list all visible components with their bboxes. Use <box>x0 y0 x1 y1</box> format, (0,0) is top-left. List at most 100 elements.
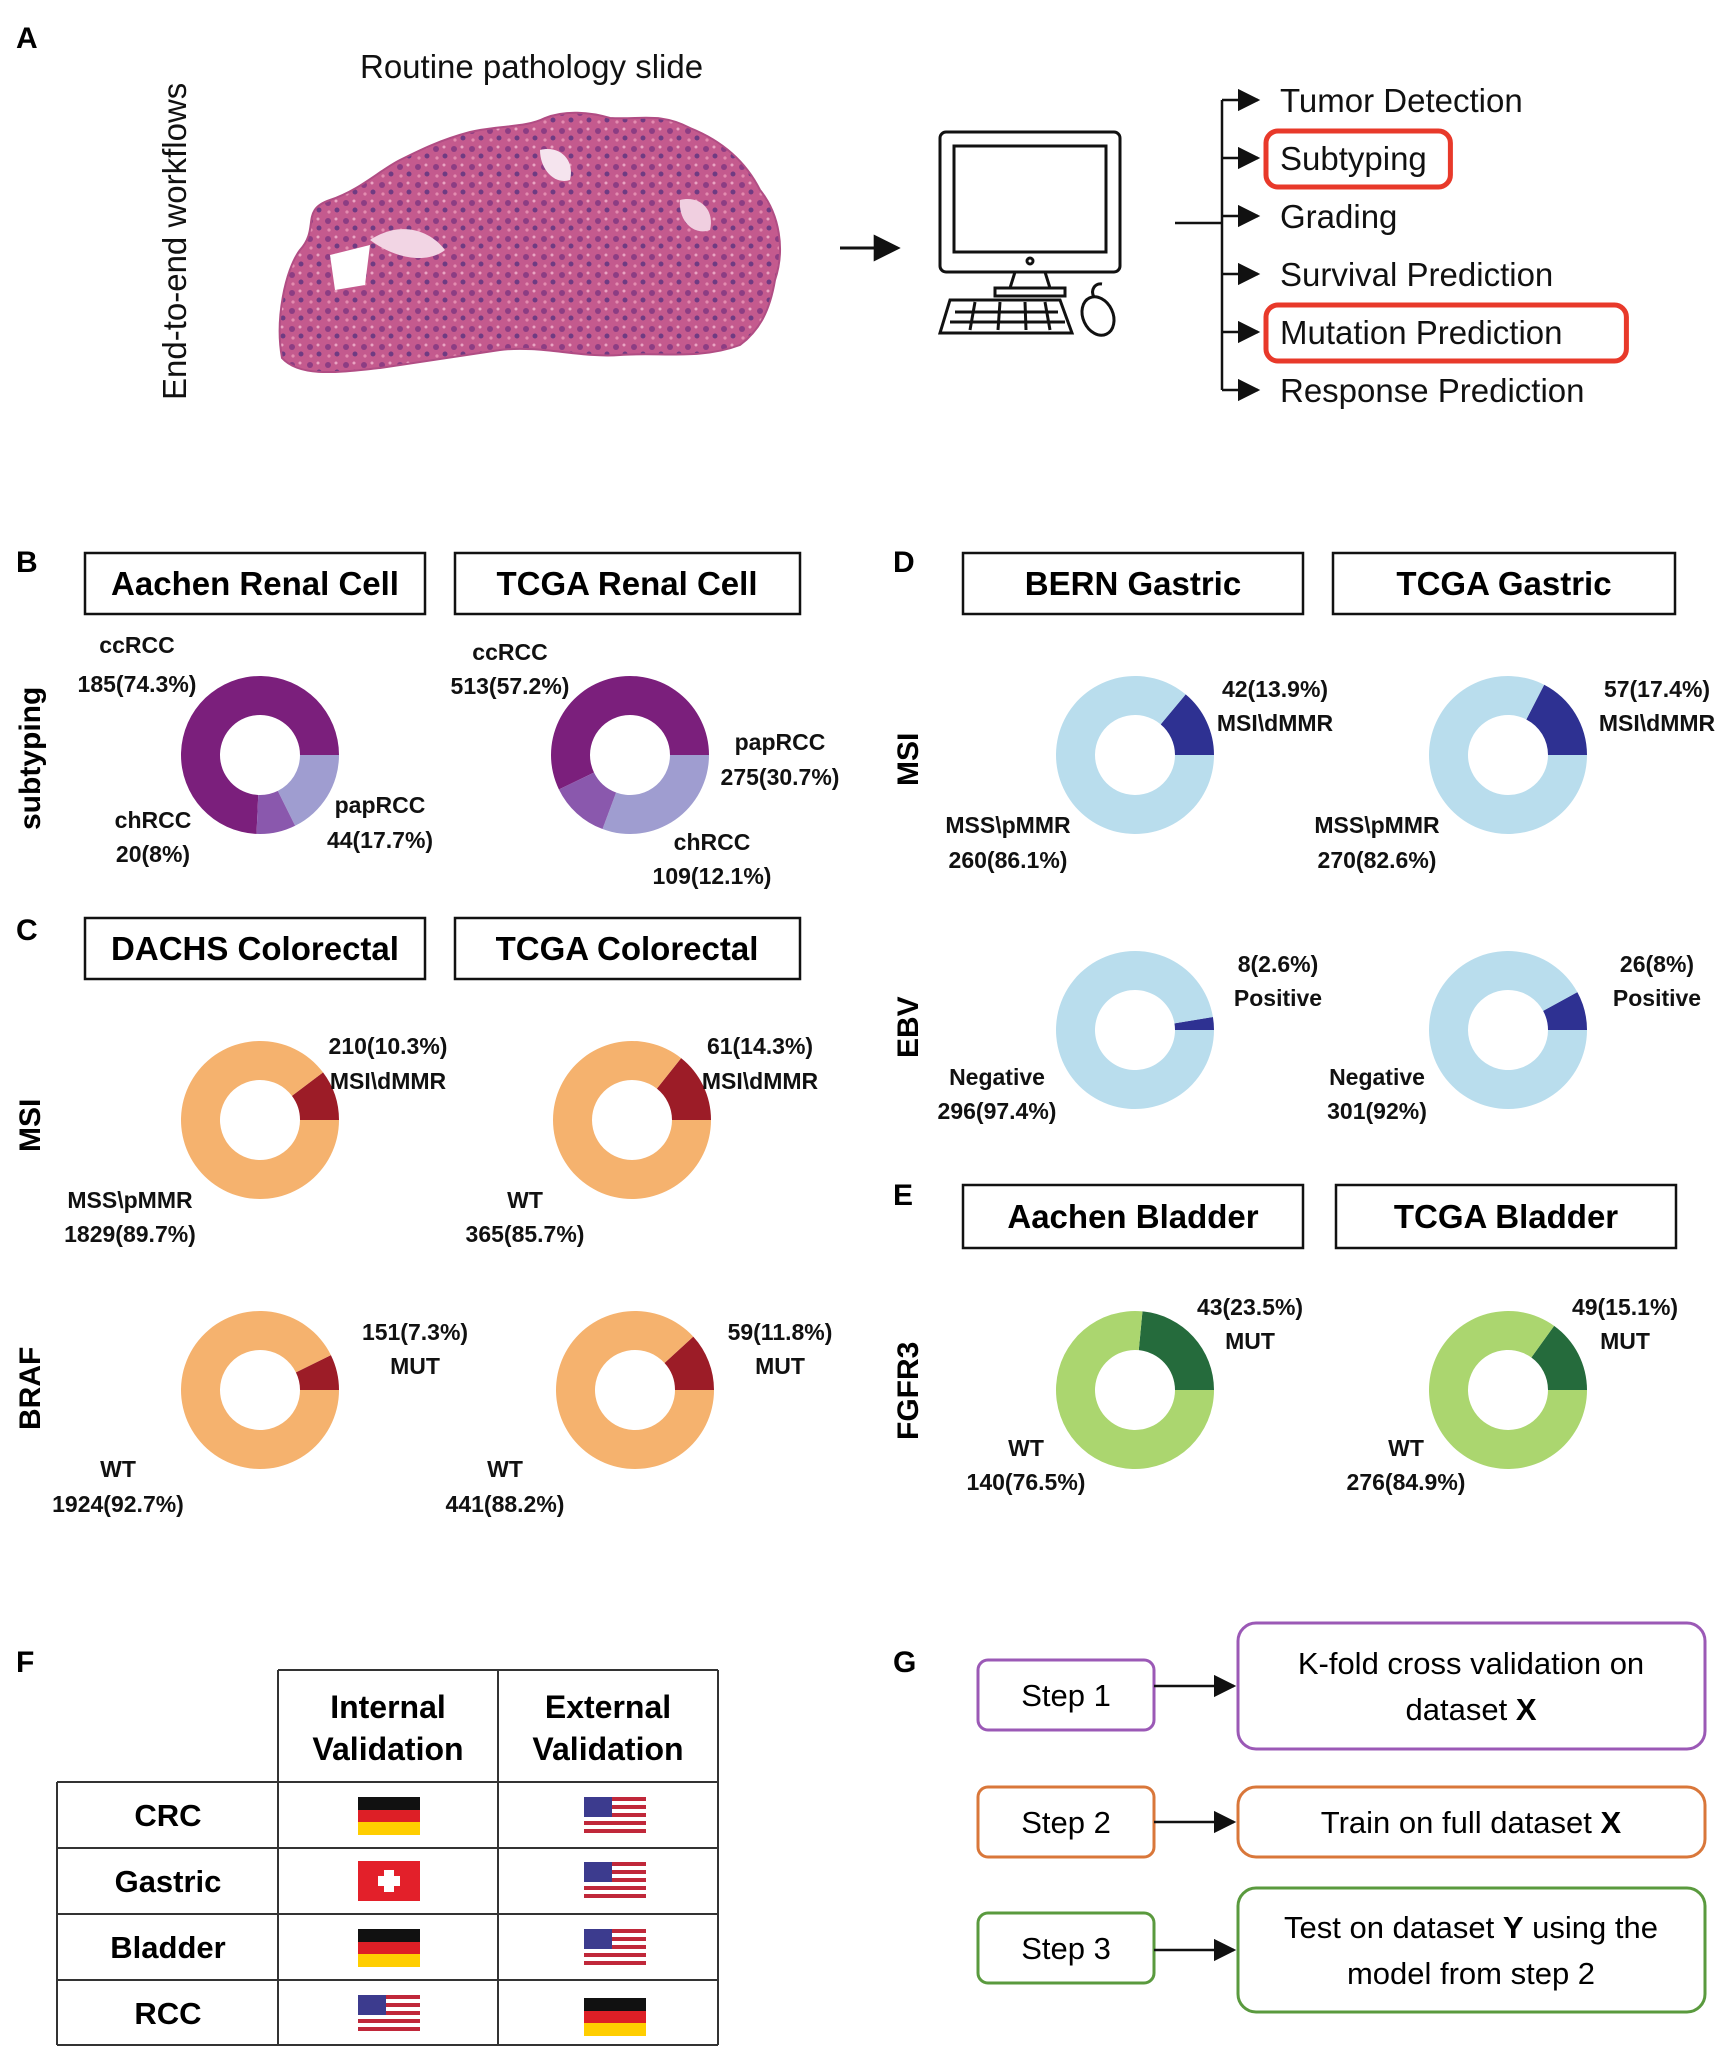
donut-slice-ccrcc <box>181 676 339 834</box>
step-2-description-line: Train on full dataset X <box>1321 1805 1622 1840</box>
panel-letter-f: F <box>16 1646 34 1679</box>
label-aachen-paprcc-value: 44(17.7%) <box>327 827 433 853</box>
label-tcga-gastric-msi-minor-name: MSI\dMMR <box>1599 710 1716 736</box>
usa-flag <box>584 1929 646 1967</box>
label-aachen-chrcc-name: chRCC <box>115 807 192 833</box>
slide-title: Routine pathology slide <box>360 48 703 85</box>
highlight-box <box>1263 302 1629 364</box>
dataset-title-bern-gastric: BERN Gastric <box>1025 565 1241 602</box>
workflow-output-subtyping: Subtyping <box>1280 140 1427 177</box>
pathology-slide-image <box>278 111 781 374</box>
row-label-fgfr3: FGFR3 <box>892 1342 925 1440</box>
label-tcga-ccrcc-value: 513(57.2%) <box>451 673 570 699</box>
usa-flag <box>584 1862 646 1900</box>
dataset-title-tcga-bladder: TCGA Bladder <box>1394 1198 1618 1235</box>
donut-slice-msi-dmmr <box>656 1058 711 1120</box>
label-tcga-crc-msi-minor-value: 61(14.3%) <box>707 1033 813 1059</box>
label-aachen-bladder-minor-value: 43(23.5%) <box>1197 1294 1303 1320</box>
label-aachen-paprcc-name: papRCC <box>335 792 426 818</box>
donut-slice-wt <box>1429 1311 1587 1469</box>
germany-flag <box>584 1998 646 2036</box>
dataset-title-aachen-rcc: Aachen Renal Cell <box>111 565 399 602</box>
donut-slice-msi-dmmr <box>1526 684 1587 755</box>
donut-aachen-bladder <box>1056 1311 1214 1470</box>
donut-slice-wt <box>1056 1311 1214 1470</box>
label-dachs-braf-minor-name: MUT <box>390 1353 440 1379</box>
label-aachen-bladder-major-value: 140(76.5%) <box>967 1469 1086 1495</box>
label-tcga-paprcc-name: papRCC <box>735 729 826 755</box>
donut-tcga-gastric-ebv <box>1429 951 1587 1110</box>
donut-slice-mut <box>664 1336 714 1390</box>
label-tcga-crc-braf-major-value: 441(88.2%) <box>446 1491 565 1517</box>
table-header-external-line1: External <box>545 1689 671 1725</box>
label-tcga-bladder-major-value: 276(84.9%) <box>1347 1469 1466 1495</box>
label-tcga-crc-msi-major-name: WT <box>507 1187 543 1213</box>
step-3-label: Step 3 <box>1021 1931 1111 1966</box>
step-3-description-line: Test on dataset Y using the <box>1284 1910 1658 1945</box>
dataset-title-aachen-bladder: Aachen Bladder <box>1007 1198 1258 1235</box>
panel-letter-c: C <box>16 914 38 947</box>
donut-slice-mut <box>1531 1325 1587 1390</box>
panel-letter-e: E <box>893 1179 913 1212</box>
row-label-ebv: EBV <box>892 996 925 1058</box>
label-tcga-chrcc-value: 109(12.1%) <box>653 863 772 889</box>
label-tcga-bladder-major-name: WT <box>1388 1435 1424 1461</box>
donut-dachs-braf <box>180 1310 339 1469</box>
label-bern-msi-minor-name: MSI\dMMR <box>1217 710 1334 736</box>
step-1-description-line: dataset X <box>1406 1692 1537 1727</box>
panel-letter-d: D <box>893 546 915 579</box>
computer-icon <box>937 130 1122 337</box>
donut-slice-msi-dmmr <box>291 1072 339 1120</box>
step-2-label: Step 2 <box>1021 1805 1111 1840</box>
row-label-subtyping: subtyping <box>14 687 47 830</box>
label-aachen-bladder-major-name: WT <box>1008 1435 1044 1461</box>
label-tcga-gastric-msi-major-value: 270(82.6%) <box>1318 847 1437 873</box>
donut-slice-ccrcc <box>551 675 709 790</box>
label-bern-ebv-major-name: Negative <box>949 1064 1045 1090</box>
label-dachs-braf-major-value: 1924(92.7%) <box>52 1491 184 1517</box>
label-tcga-gastric-ebv-major-value: 301(92%) <box>1327 1098 1427 1124</box>
workflow-output-grading: Grading <box>1280 198 1397 235</box>
label-dachs-msi-minor-value: 210(10.3%) <box>329 1033 448 1059</box>
dataset-box-bern-gastric <box>961 551 1305 616</box>
workflow-tree <box>1175 100 1224 390</box>
donut-slice-mss-pmmr <box>1429 675 1587 834</box>
label-bern-msi-major-name: MSS\pMMR <box>945 812 1071 838</box>
dataset-box-aachen-bladder <box>961 1183 1305 1250</box>
label-aachen-bladder-minor-name: MUT <box>1225 1328 1275 1354</box>
dataset-title-dachs-crc: DACHS Colorectal <box>111 930 399 967</box>
donut-slice-negative <box>1056 951 1215 1110</box>
donut-slice-paprcc <box>277 755 339 826</box>
label-tcga-ccrcc-name: ccRCC <box>472 639 547 665</box>
row-label-braf: BRAF <box>14 1347 47 1430</box>
workflow-output-survival-prediction: Survival Prediction <box>1280 256 1553 293</box>
label-dachs-braf-major-name: WT <box>100 1456 136 1482</box>
step-1-description-line: K-fold cross validation on <box>1298 1646 1644 1681</box>
donut-slice-msi-dmmr <box>1160 694 1214 755</box>
donut-tcga-crc-braf <box>556 1311 714 1470</box>
donut-slice-positive <box>1543 992 1587 1030</box>
donut-slice-wt <box>553 1041 711 1200</box>
table-row-label-crc: CRC <box>134 1798 201 1833</box>
table-header-internal-line1: Internal <box>330 1689 446 1725</box>
dataset-title-tcga-crc: TCGA Colorectal <box>496 930 759 967</box>
label-tcga-paprcc-value: 275(30.7%) <box>721 764 840 790</box>
table-row-label-gastric: Gastric <box>115 1864 222 1899</box>
dataset-box-aachen-rcc <box>83 551 427 616</box>
label-bern-ebv-major-value: 296(97.4%) <box>938 1098 1057 1124</box>
label-dachs-braf-minor-value: 151(7.3%) <box>362 1319 468 1345</box>
dataset-box-tcga-crc <box>453 916 802 981</box>
workflow-output-tumor-detection: Tumor Detection <box>1280 82 1523 119</box>
table-header-external-line2: Validation <box>532 1731 683 1767</box>
step-3-description-box <box>1236 1886 1707 2014</box>
donut-tcga-crc-msi <box>553 1041 711 1200</box>
label-tcga-chrcc-name: chRCC <box>674 829 751 855</box>
step-1-label: Step 1 <box>1021 1678 1111 1713</box>
dataset-box-tcga-gastric <box>1331 551 1677 616</box>
row-label-msi-crc: MSI <box>14 1099 47 1152</box>
donut-slice-mss-pmmr <box>180 1041 339 1199</box>
switzerland-flag <box>358 1861 420 1901</box>
dataset-title-tcga-gastric: TCGA Gastric <box>1396 565 1611 602</box>
donut-tcga-gastric-msi <box>1429 675 1587 834</box>
label-dachs-msi-minor-name: MSI\dMMR <box>330 1068 447 1094</box>
